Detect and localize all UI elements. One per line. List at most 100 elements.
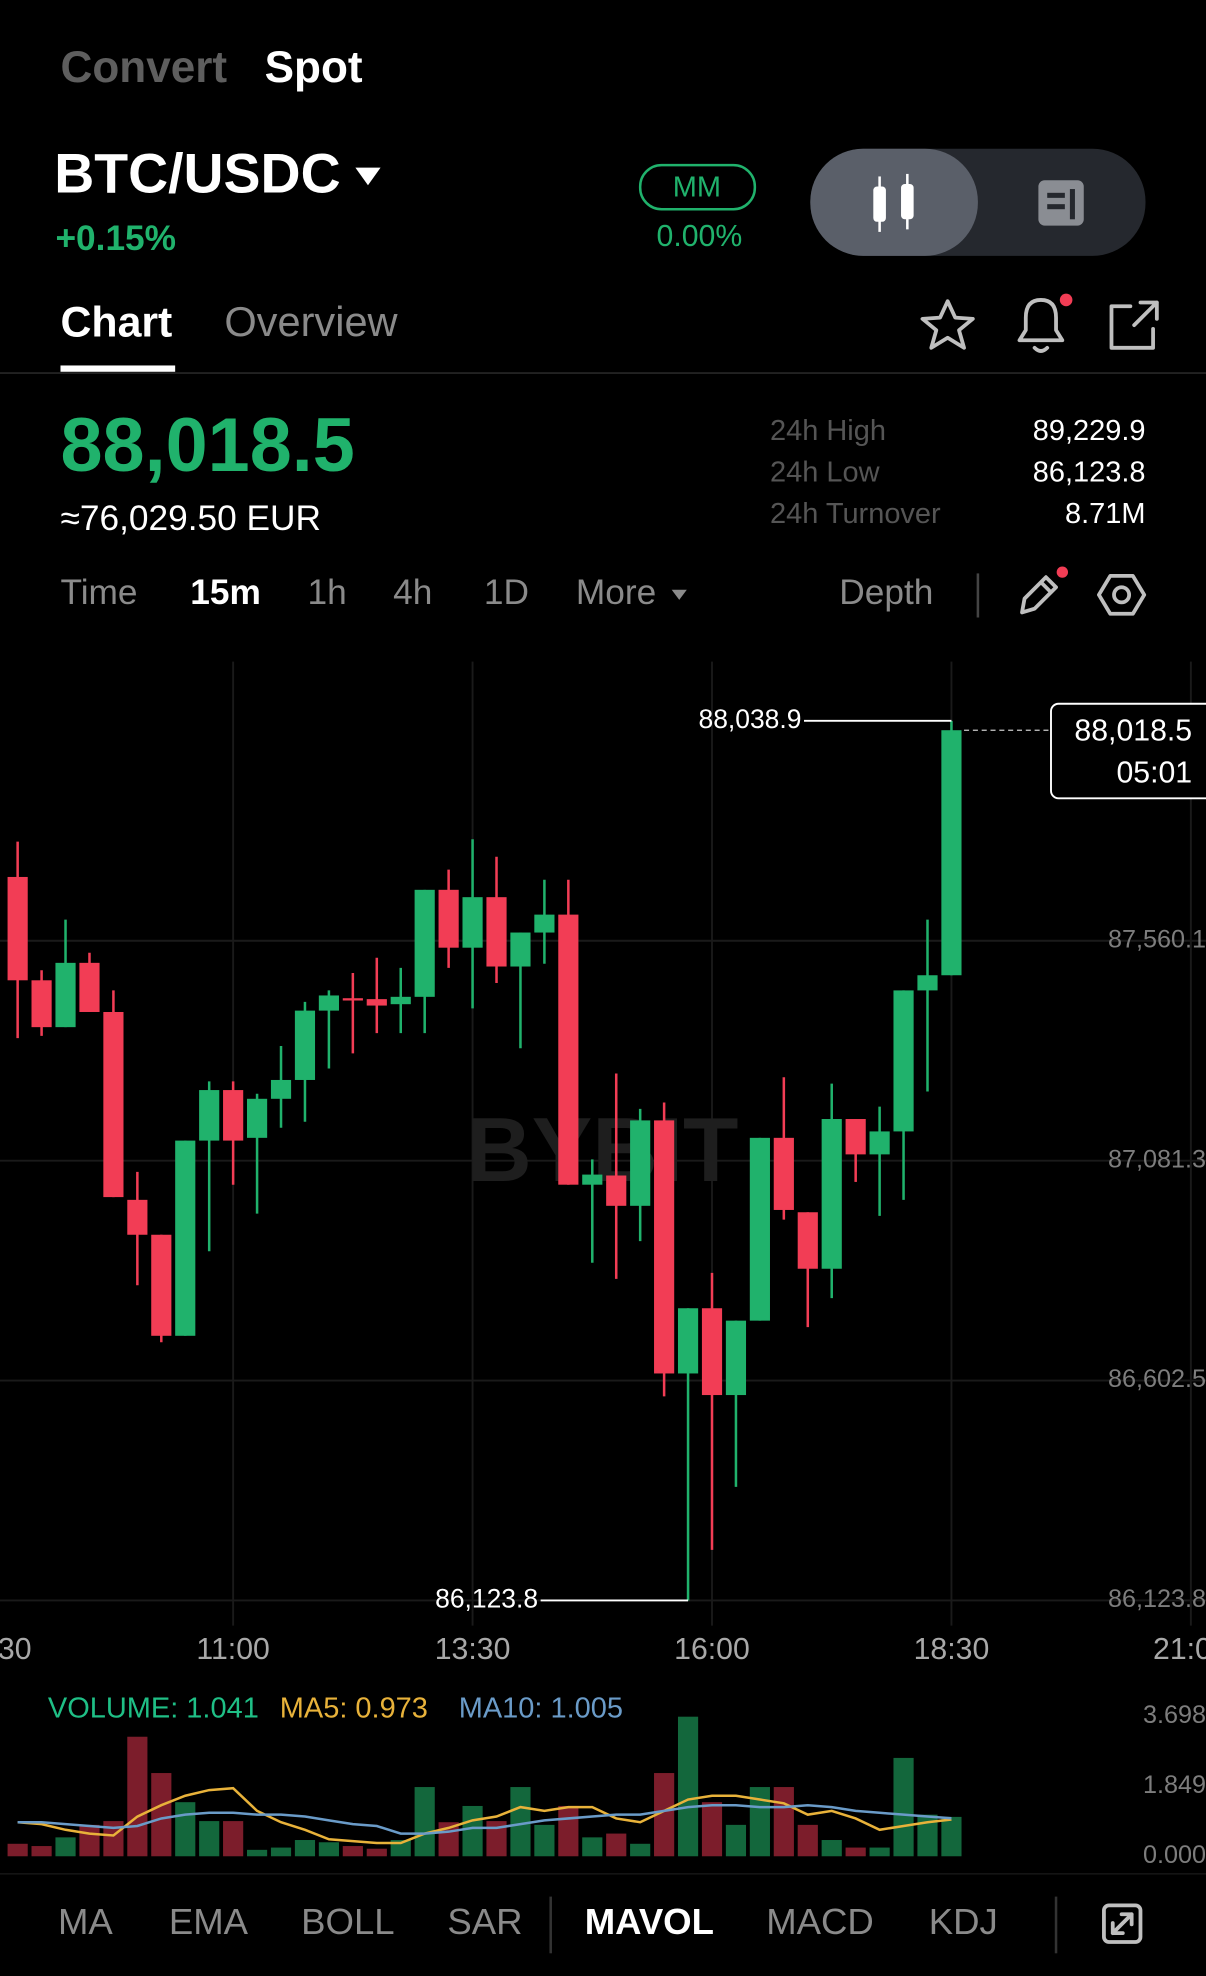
volume-bar	[845, 1847, 866, 1857]
candle-body	[31, 980, 52, 1028]
x-tick-label: 08:30	[0, 1633, 32, 1666]
x-tick-label: 13:30	[435, 1633, 511, 1666]
volume-tick-label: 1.849	[1143, 1771, 1206, 1799]
change: +0.15%	[55, 219, 176, 258]
candle-body	[151, 1234, 172, 1336]
more-caret	[671, 589, 687, 600]
volume-legend: VOLUME: 1.041	[48, 1693, 259, 1725]
x-tick-label: 18:30	[914, 1633, 990, 1666]
volume-bar	[797, 1824, 818, 1857]
candle-body	[199, 1090, 220, 1141]
doc-icon[interactable]	[1038, 180, 1084, 226]
draw-icon[interactable]	[1020, 566, 1069, 615]
candle-body	[246, 1098, 268, 1138]
candle-body	[606, 1175, 627, 1206]
volume-bar	[725, 1824, 747, 1857]
volume-bar	[342, 1846, 363, 1857]
low-label: 86,123.8	[435, 1583, 538, 1613]
volume-bar	[534, 1824, 555, 1857]
subtab[interactable]: Overview	[224, 298, 398, 345]
mm-value: 0.00%	[657, 220, 743, 253]
indicator[interactable]: SAR	[447, 1901, 522, 1942]
candle-body	[582, 1174, 603, 1185]
y-tick-label: 86,602.5	[1108, 1365, 1206, 1393]
candle-body	[294, 1010, 316, 1080]
subtab-active[interactable]: Chart	[60, 298, 172, 346]
candle-body	[845, 1119, 866, 1155]
candle-body	[701, 1308, 723, 1396]
candle-body	[127, 1199, 148, 1235]
bell-icon[interactable]	[1017, 293, 1073, 353]
candle-body	[462, 897, 483, 948]
volume-bar	[869, 1847, 890, 1857]
indicator-active[interactable]: MAVOL	[585, 1901, 714, 1942]
watermark: BYBIT	[466, 1100, 738, 1201]
indicator[interactable]: BOLL	[301, 1901, 394, 1942]
last-price-label: 88,018.5	[1074, 715, 1192, 748]
tab-active[interactable]: Spot	[265, 43, 363, 92]
volume-bar	[917, 1814, 938, 1857]
expand-icon[interactable]	[1102, 1903, 1143, 1944]
candle-body	[893, 990, 914, 1132]
interval[interactable]: Time	[60, 573, 137, 612]
interval[interactable]: 1D	[484, 573, 529, 612]
y-tick-label: 87,560.1	[1108, 925, 1206, 953]
interval-active[interactable]: 15m	[190, 573, 261, 612]
settings-icon[interactable]	[1096, 574, 1147, 616]
stat-value: 86,123.8	[1033, 456, 1146, 488]
interval[interactable]: 1h	[307, 573, 346, 612]
share-icon[interactable]	[1109, 300, 1159, 350]
volume-bar	[55, 1837, 76, 1857]
star-icon[interactable]	[920, 299, 975, 350]
indicator[interactable]: MA	[58, 1901, 113, 1942]
indicator[interactable]: KDJ	[929, 1901, 998, 1942]
volume-bar	[79, 1824, 100, 1857]
ma5-legend: MA5: 0.973	[280, 1693, 428, 1725]
candle-body	[869, 1131, 890, 1155]
stat-value: 89,229.9	[1033, 415, 1146, 447]
subtab-underline	[60, 365, 176, 372]
candle-body	[749, 1137, 770, 1321]
candle-body	[773, 1137, 794, 1210]
depth[interactable]: Depth	[839, 573, 933, 612]
volume-bar	[510, 1787, 531, 1857]
high-label: 88,038.9	[698, 704, 801, 734]
candle-body	[510, 932, 531, 967]
mm-pill[interactable]	[638, 163, 757, 211]
indicator[interactable]: EMA	[169, 1901, 249, 1942]
pair[interactable]: BTC/USDC	[54, 142, 340, 204]
interval[interactable]: 4h	[393, 573, 432, 612]
last-price: 88,018.5	[60, 404, 354, 488]
indicator[interactable]: MACD	[766, 1901, 874, 1942]
volume-bar	[462, 1805, 483, 1857]
y-tick-label: 86,123.8	[1108, 1585, 1206, 1613]
candle-body	[677, 1308, 699, 1374]
volume-bar	[199, 1821, 220, 1857]
interval-more[interactable]: More	[576, 573, 656, 612]
ma10-line	[17, 1803, 952, 1835]
volume-bar	[7, 1843, 28, 1857]
stat-value: 8.71M	[1065, 498, 1146, 530]
volume-bar	[294, 1840, 316, 1857]
candle-body	[79, 962, 100, 1012]
volume-bar	[941, 1816, 962, 1857]
volume-bar	[893, 1757, 914, 1857]
volume-bar	[127, 1736, 148, 1857]
y-tick-label: 87,081.3	[1108, 1145, 1206, 1173]
candle-body	[917, 975, 938, 991]
volume-bar	[701, 1802, 723, 1857]
candle-body	[797, 1212, 818, 1269]
toggle-active[interactable]	[810, 148, 978, 256]
candle-body	[223, 1090, 244, 1141]
tab[interactable]: Convert	[60, 43, 227, 92]
price-eur: ≈76,029.50 EUR	[60, 499, 321, 538]
candle-body	[941, 730, 962, 976]
volume-bar	[773, 1787, 794, 1857]
chart: 86,123.8 86,602.5 87,081.3 87,560.1 11:00 13:…	[0, 661, 1206, 1869]
dropdown-icon[interactable]	[355, 167, 381, 186]
volume-bar	[582, 1837, 603, 1857]
candle-body	[438, 889, 459, 948]
